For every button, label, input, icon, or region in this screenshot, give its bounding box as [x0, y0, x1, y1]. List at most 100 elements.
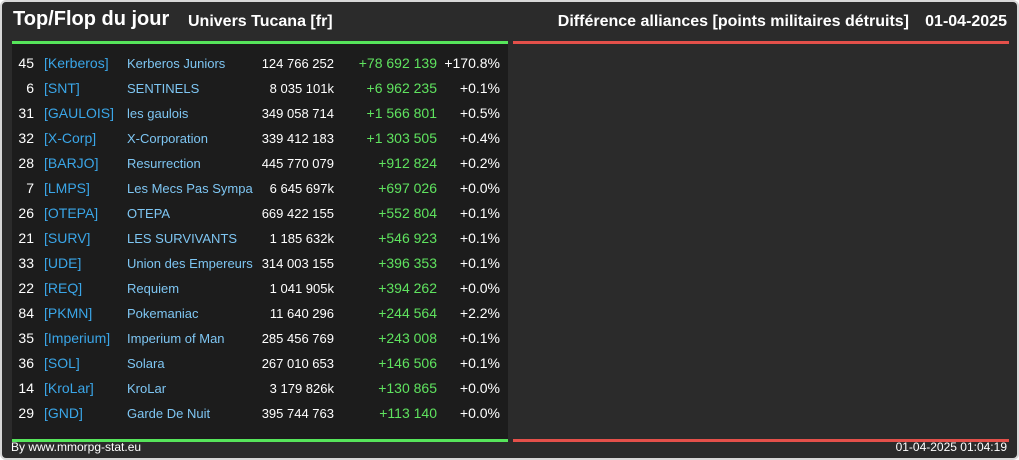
alliance-name: les gaulois [127, 106, 189, 121]
alliance-rank: 31 [18, 105, 34, 121]
points-difference: +546 923 [378, 230, 437, 246]
percent-change: +0.0% [459, 180, 500, 196]
points-difference: +243 008 [378, 330, 437, 346]
table-row: 33 [UDE] Union des Empereurs 314 003 155 +39… [12, 251, 508, 276]
table-row: 29 [GND] Garde De Nuit 395 744 763 +113 140 +… [12, 401, 508, 426]
alliance-points: 285 456 769 [261, 331, 334, 346]
alliance-points: 395 744 763 [261, 406, 334, 421]
alliance-tag[interactable]: [LMPS] [44, 180, 90, 196]
points-difference: +130 865 [378, 380, 437, 396]
ranking-subtitle: Différence alliances [points militaires … [557, 13, 909, 30]
table-row: 7 [LMPS] Les Mecs Pas Sympa 6 645 697k +697 … [12, 176, 508, 201]
points-difference: +146 506 [378, 355, 437, 371]
alliance-name: Pokemaniac [127, 306, 199, 321]
alliance-tag[interactable]: [KroLar] [44, 380, 94, 396]
alliance-rank: 6 [26, 80, 34, 96]
alliance-points: 339 412 183 [261, 131, 334, 146]
generated-timestamp: 01-04-2025 01:04:19 [895, 440, 1007, 454]
site-credit: By www.mmorpg-stat.eu [11, 440, 142, 454]
percent-change: +0.1% [459, 330, 500, 346]
alliance-points: 6 645 697k [269, 181, 334, 196]
percent-change: +0.1% [459, 355, 500, 371]
alliance-rank: 26 [18, 205, 34, 221]
table-row: 6 [SNT] SENTINELS 8 035 101k +6 962 235 +0.1% [12, 76, 508, 101]
alliance-name: X-Corporation [127, 131, 208, 146]
points-difference: +244 564 [378, 305, 437, 321]
table-row: 26 [OTEPA] OTEPA 669 422 155 +552 804 +0.1% [12, 201, 508, 226]
alliance-name: LES SURVIVANTS [127, 231, 238, 246]
alliance-tag[interactable]: [X-Corp] [44, 130, 97, 146]
alliance-name: Solara [127, 356, 165, 371]
alliance-points: 124 766 252 [261, 56, 334, 71]
alliance-points: 1 185 632k [269, 231, 334, 246]
points-difference: +912 824 [378, 155, 437, 171]
alliance-tag[interactable]: [Imperium] [44, 330, 111, 346]
percent-change: +0.0% [459, 280, 500, 296]
points-difference: +6 962 235 [366, 80, 437, 96]
alliance-name: Union des Empereurs [127, 256, 253, 271]
alliance-name: Kerberos Juniors [127, 56, 226, 71]
alliance-name: Requiem [127, 281, 180, 296]
alliance-tag[interactable]: [BARJO] [44, 155, 99, 171]
alliance-rank: 22 [18, 280, 34, 296]
alliance-rank: 28 [18, 155, 34, 171]
alliance-tag[interactable]: [Kerberos] [44, 55, 109, 71]
table-row: 35 [Imperium] Imperium of Man 285 456 769 +2… [12, 326, 508, 351]
alliance-name: KroLar [127, 381, 167, 396]
points-difference: +552 804 [378, 205, 437, 221]
percent-change: +0.1% [459, 80, 500, 96]
alliance-points: 8 035 101k [269, 81, 334, 96]
alliance-tag[interactable]: [GAULOIS] [44, 105, 115, 121]
alliance-points: 267 010 653 [261, 356, 334, 371]
points-difference: +113 140 [379, 405, 437, 421]
alliance-rank: 14 [18, 380, 34, 396]
percent-change: +0.0% [459, 405, 500, 421]
points-difference: +396 353 [378, 255, 437, 271]
alliance-tag[interactable]: [UDE] [44, 255, 82, 271]
top-panel: 45 [Kerberos] Kerberos Juniors 124 766 252 +… [12, 41, 508, 442]
percent-change: +0.1% [459, 255, 500, 271]
table-row: 36 [SOL] Solara 267 010 653 +146 506 +0.1% [12, 351, 508, 376]
alliance-name: SENTINELS [127, 81, 200, 96]
percent-change: +0.5% [459, 105, 500, 121]
table-row: 21 [SURV] LES SURVIVANTS 1 185 632k +546 923… [12, 226, 508, 251]
table-row: 45 [Kerberos] Kerberos Juniors 124 766 252 +… [12, 51, 508, 76]
percent-change: +170.8% [444, 55, 500, 71]
alliance-rank: 21 [18, 230, 34, 246]
alliance-points: 445 770 079 [261, 156, 334, 171]
percent-change: +0.4% [459, 130, 500, 146]
alliance-tag[interactable]: [GND] [44, 405, 83, 421]
alliance-tag[interactable]: [SOL] [44, 355, 80, 371]
universe-label: Univers Tucana [fr] [188, 13, 333, 30]
alliance-tag[interactable]: [OTEPA] [44, 205, 99, 221]
ranking-date: 01-04-2025 [925, 13, 1007, 30]
alliance-points: 3 179 826k [269, 381, 334, 396]
alliance-points: 349 058 714 [261, 106, 334, 121]
alliance-points: 669 422 155 [261, 206, 334, 221]
points-difference: +394 262 [378, 280, 437, 296]
alliance-points: 314 003 155 [261, 256, 334, 271]
table-row: 22 [REQ] Requiem 1 041 905k +394 262 +0.0% [12, 276, 508, 301]
percent-change: +0.1% [459, 205, 500, 221]
table-row: 31 [GAULOIS] les gaulois 349 058 714 +1 566 … [12, 101, 508, 126]
alliance-rank: 7 [26, 180, 34, 196]
table-row: 84 [PKMN] Pokemaniac 11 640 296 +244 564 +2.2… [12, 301, 508, 326]
alliance-rank: 29 [18, 405, 34, 421]
alliance-rank: 32 [18, 130, 34, 146]
percent-change: +2.2% [459, 305, 500, 321]
alliance-tag[interactable]: [SURV] [44, 230, 91, 246]
alliance-points: 11 640 296 [269, 306, 334, 321]
table-row: 14 [KroLar] KroLar 3 179 826k +130 865 +0.0% [12, 376, 508, 401]
points-difference: +1 566 801 [366, 105, 437, 121]
alliance-name: Resurrection [127, 156, 201, 171]
table-row: 28 [BARJO] Resurrection 445 770 079 +912 824… [12, 151, 508, 176]
alliance-tag[interactable]: [SNT] [44, 80, 80, 96]
percent-change: +0.1% [459, 230, 500, 246]
alliance-rank: 84 [18, 305, 34, 321]
alliance-tag[interactable]: [PKMN] [44, 305, 93, 321]
alliance-points: 1 041 905k [269, 281, 334, 296]
alliance-tag[interactable]: [REQ] [44, 280, 83, 296]
alliance-name: Imperium of Man [127, 331, 225, 346]
alliance-name: Les Mecs Pas Sympa [127, 181, 253, 196]
alliance-rank: 45 [18, 55, 34, 71]
